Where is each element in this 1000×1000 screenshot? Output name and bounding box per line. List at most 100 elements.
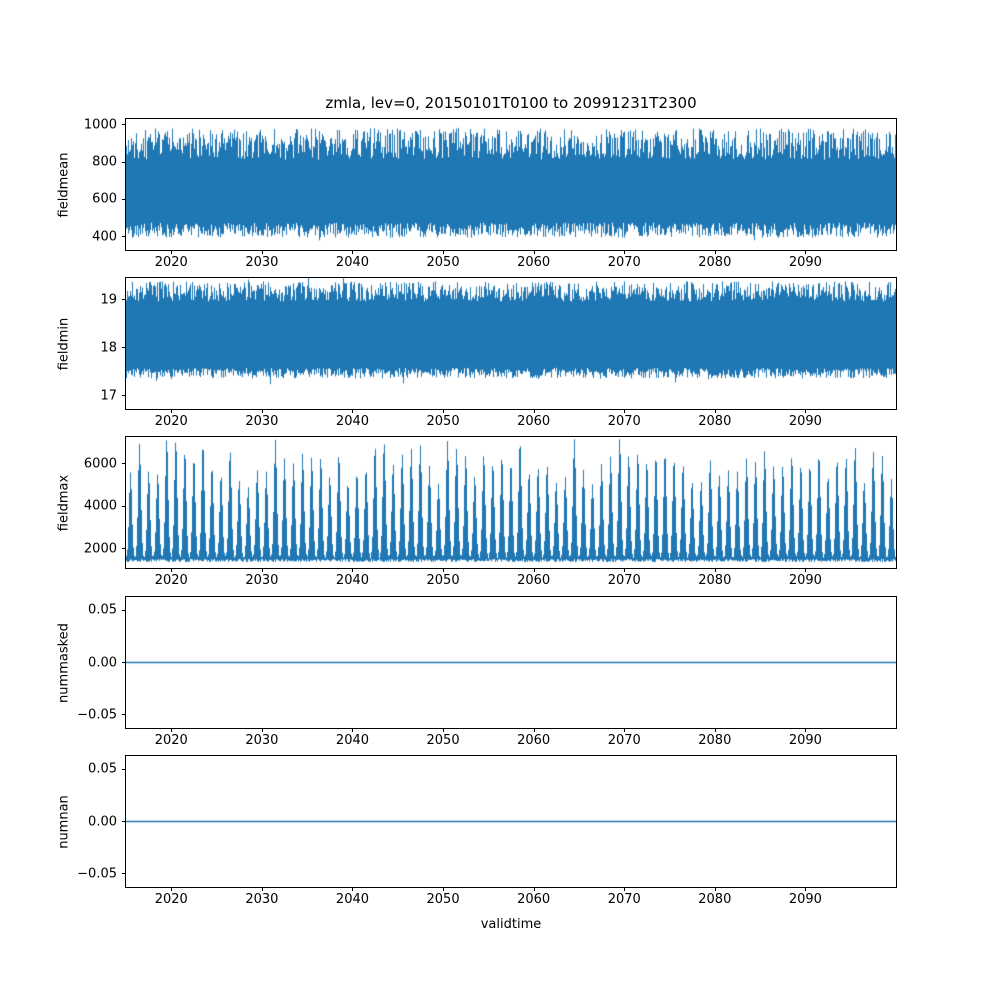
y-tick-mark xyxy=(122,714,126,716)
x-tick-mark xyxy=(714,728,716,732)
y-tick-label: 2000 xyxy=(83,541,117,557)
y-tick-label: 0.05 xyxy=(88,602,117,618)
x-tick-label: 2090 xyxy=(788,733,822,748)
x-tick-mark xyxy=(533,887,535,891)
y-tick-label: 19 xyxy=(100,292,117,308)
x-tick-mark xyxy=(624,409,626,413)
y-tick-mark xyxy=(122,768,126,770)
x-tick-label: 2070 xyxy=(607,414,641,429)
y-tick-label: 4000 xyxy=(83,498,117,514)
x-tick-mark xyxy=(533,250,535,254)
x-tick-label: 2050 xyxy=(426,573,460,588)
x-tick-label: 2050 xyxy=(426,733,460,748)
y-tick-label: 17 xyxy=(100,388,117,404)
subplot-fieldmean: fieldmean 2020 2030 2040 2050 2060 2070 2080 20… xyxy=(57,118,897,269)
x-tick-mark xyxy=(352,728,354,732)
x-tick-label: 2080 xyxy=(698,414,732,429)
y-axis-label-numnan: numnan xyxy=(56,794,72,849)
fieldmin-plot-canvas xyxy=(126,278,896,409)
y-tick-label: 600 xyxy=(92,191,117,207)
x-tick-label: 2070 xyxy=(607,733,641,748)
x-tick-label: 2020 xyxy=(154,414,188,429)
y-tick-label: −0.05 xyxy=(77,866,117,882)
y-tick-mark xyxy=(122,395,126,397)
subplot-fieldmin: fieldmin 2020 2030 2040 2050 2060 2070 2080 209… xyxy=(57,277,897,428)
fieldmax-plot-canvas xyxy=(126,437,896,568)
x-tick-mark xyxy=(533,409,535,413)
x-tick-label: 2030 xyxy=(245,414,279,429)
x-tick-label: 2060 xyxy=(517,255,551,270)
x-tick-label: 2050 xyxy=(426,255,460,270)
x-tick-mark xyxy=(714,568,716,572)
x-tick-label: 2060 xyxy=(517,414,551,429)
x-tick-label: 2080 xyxy=(698,255,732,270)
x-tick-mark xyxy=(171,887,173,891)
x-tick-label: 2040 xyxy=(335,892,370,907)
x-tick-label: 2020 xyxy=(154,255,188,270)
x-tick-mark xyxy=(352,887,354,891)
x-tick-mark xyxy=(624,250,626,254)
y-axis-label-nummasked: nummasked xyxy=(56,622,72,703)
y-tick-mark xyxy=(122,236,126,238)
x-tick-mark xyxy=(171,409,173,413)
x-tick-mark xyxy=(171,250,173,254)
x-tick-label: 2080 xyxy=(698,733,732,748)
x-tick-label: 2070 xyxy=(607,573,641,588)
x-tick-label: 2060 xyxy=(517,573,551,588)
x-tick-mark xyxy=(714,409,716,413)
x-tick-label: 2070 xyxy=(607,892,641,907)
x-tick-label: 2080 xyxy=(698,892,732,907)
y-tick-mark xyxy=(122,124,126,126)
x-tick-mark xyxy=(352,250,354,254)
y-tick-mark xyxy=(122,161,126,163)
x-tick-label: 2060 xyxy=(517,892,551,907)
y-tick-label: 6000 xyxy=(83,456,117,472)
y-tick-mark xyxy=(122,609,126,611)
x-tick-mark xyxy=(533,728,535,732)
x-tick-label: 2030 xyxy=(245,892,279,907)
subplot-numnan: numnan 2020 2030 2040 2050 2060 2070 2080 2090 −… xyxy=(57,755,897,906)
x-tick-mark xyxy=(171,568,173,572)
y-axis-label-fieldmax: fieldmax xyxy=(56,474,72,531)
x-tick-label: 2040 xyxy=(335,573,370,588)
y-tick-mark xyxy=(122,662,126,663)
y-tick-label: 0.05 xyxy=(88,761,117,777)
y-tick-mark xyxy=(122,299,126,301)
x-axis-label: validtime xyxy=(480,917,542,932)
y-tick-mark xyxy=(122,198,126,200)
y-tick-label: 1000 xyxy=(83,117,117,133)
x-tick-mark xyxy=(443,887,445,891)
x-tick-label: 2020 xyxy=(154,573,188,588)
x-tick-mark xyxy=(261,568,263,572)
x-tick-label: 2080 xyxy=(698,573,732,588)
y-tick-label: 18 xyxy=(100,340,117,356)
x-tick-mark xyxy=(714,887,716,891)
x-tick-mark xyxy=(805,409,807,413)
y-axis-label-fieldmean: fieldmean xyxy=(56,152,72,217)
x-tick-label: 2090 xyxy=(788,414,822,429)
x-tick-label: 2040 xyxy=(335,414,370,429)
x-tick-label: 2090 xyxy=(788,892,822,907)
x-tick-mark xyxy=(805,728,807,732)
y-tick-label: 800 xyxy=(92,154,117,170)
x-tick-mark xyxy=(624,728,626,732)
x-tick-label: 2030 xyxy=(245,733,279,748)
x-tick-mark xyxy=(261,887,263,891)
x-tick-mark xyxy=(352,409,354,413)
x-tick-mark xyxy=(261,409,263,413)
y-tick-mark xyxy=(122,821,126,822)
x-tick-mark xyxy=(805,887,807,891)
subplot-fieldmax: fieldmax 2020 2030 2040 2050 2060 2070 2080 209… xyxy=(57,436,897,587)
x-tick-mark xyxy=(352,568,354,572)
y-tick-label: 0.00 xyxy=(88,655,117,670)
y-tick-mark xyxy=(122,347,126,349)
x-tick-label: 2060 xyxy=(517,733,551,748)
nummasked-plot-canvas xyxy=(126,597,896,728)
y-tick-label: 400 xyxy=(92,229,117,245)
x-tick-mark xyxy=(805,250,807,254)
y-tick-mark xyxy=(122,505,126,507)
subplot-nummasked: nummasked 2020 2030 2040 2050 2060 2070 2080 20… xyxy=(57,596,897,747)
x-tick-mark xyxy=(443,568,445,572)
fieldmean-plot-canvas xyxy=(126,119,896,250)
